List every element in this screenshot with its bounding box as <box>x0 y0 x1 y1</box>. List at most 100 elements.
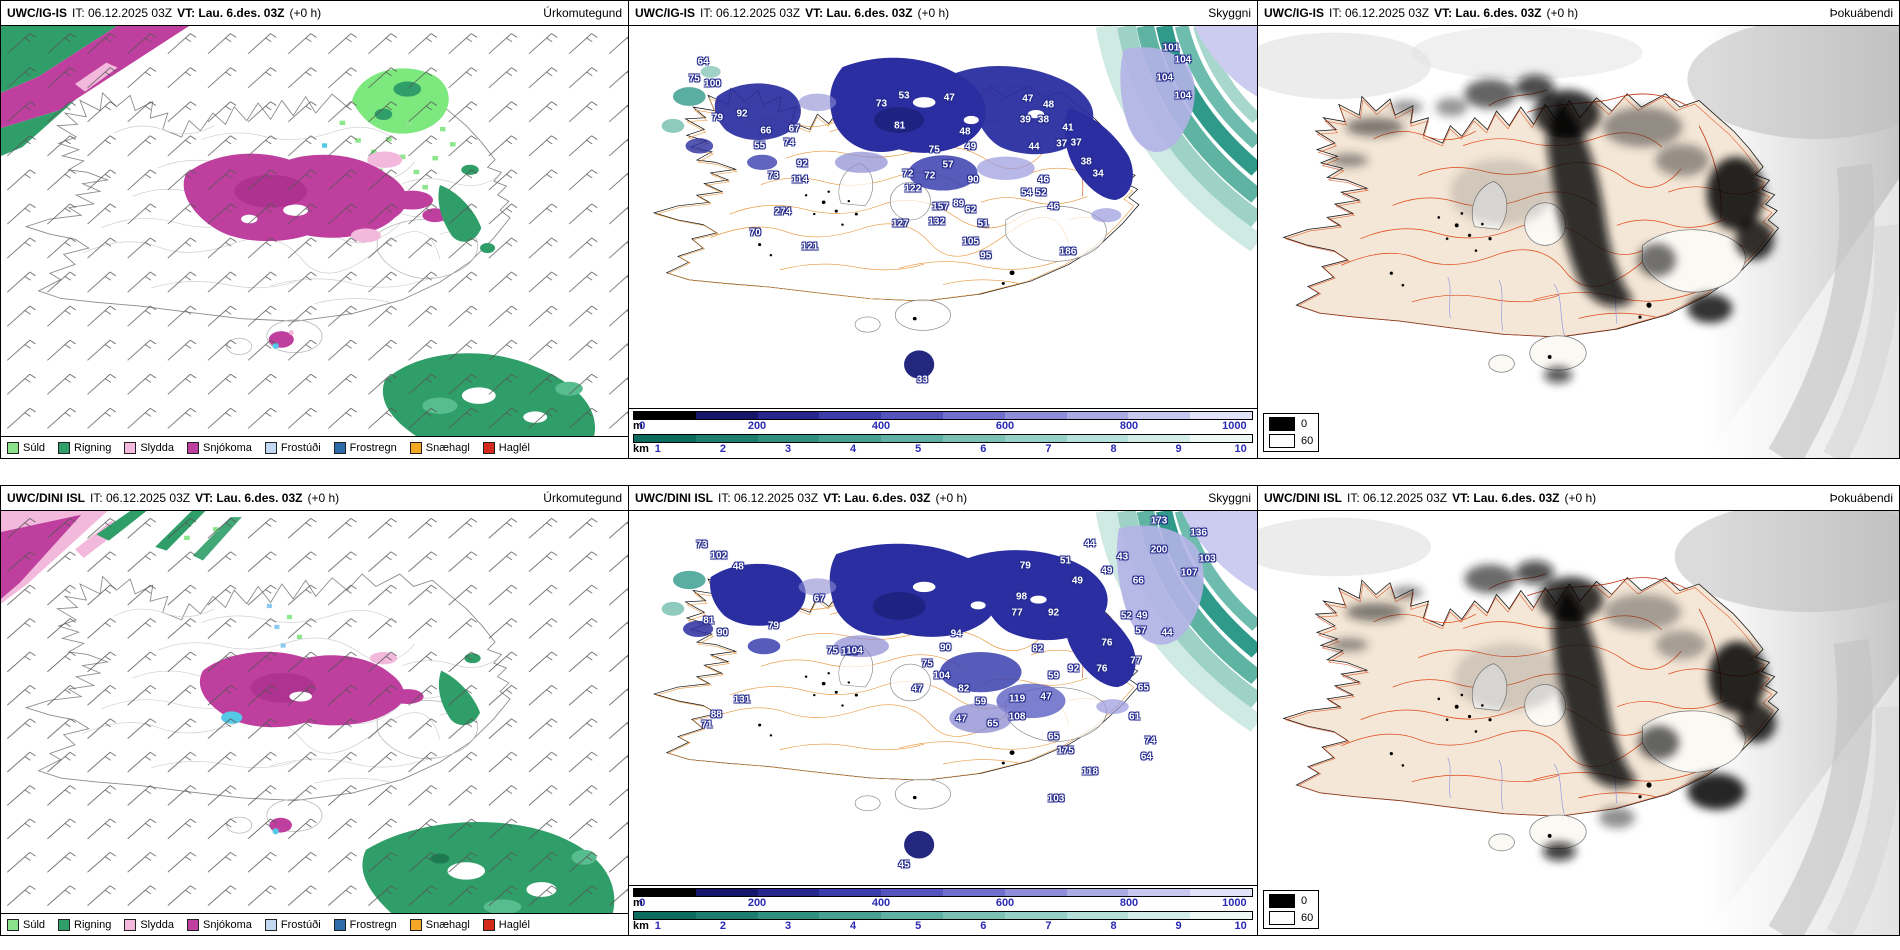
legend-swatch <box>124 441 137 454</box>
scale-tick: 3 <box>784 443 792 455</box>
fog-legend-value: 0 <box>1301 418 1308 430</box>
fog-areas <box>1329 75 1775 383</box>
valid-time: VT: Lau. 6.des. 03Z <box>177 6 285 20</box>
fog-legend-row: 60 <box>1269 911 1313 925</box>
panel-header: UWC/DINI ISL IT: 06.12.2025 03Z VT: Lau.… <box>1258 486 1899 511</box>
legend-swatch <box>333 441 346 454</box>
legend-label: Slydda <box>140 918 174 931</box>
scale-tick: 2 <box>719 443 726 455</box>
legend-label: Súld <box>23 441 46 454</box>
scale-segment <box>757 412 820 419</box>
legend-swatch <box>7 918 19 931</box>
high-visibility-field <box>1181 511 1257 592</box>
precip-map-svg <box>1 26 628 436</box>
legend-item: Snæhagl <box>409 918 470 931</box>
legend-item: Snjókoma <box>186 918 252 931</box>
visibility-map-svg <box>653 26 1257 379</box>
scale-unit-label: m <box>633 897 643 909</box>
scale-segment <box>1004 435 1067 442</box>
valid-time: VT: Lau. 6.des. 03Z <box>823 491 931 505</box>
product-label: Úrkomutegund <box>543 491 622 505</box>
panel-header: UWC/IG-IS IT: 06.12.2025 03Z VT: Lau. 6.… <box>629 1 1257 26</box>
low-visibility-spot-south <box>904 830 935 859</box>
scale-tick: 10 <box>1234 443 1247 455</box>
scale-tick: 6 <box>980 443 987 455</box>
low-visibility-areas <box>683 543 1136 859</box>
scale-tick: 10 <box>1234 920 1247 932</box>
scale-segment <box>819 889 882 896</box>
scale-kilometers: km 1 2 3 4 5 6 7 8 9 10 <box>633 434 1253 456</box>
fog-legend-swatch <box>1269 894 1295 908</box>
legend-swatch <box>264 441 277 454</box>
precipitation-type-map <box>1 511 628 913</box>
scale-bar <box>633 434 1253 443</box>
scale-ticks: m 0 200 400 600 800 1000 <box>633 897 1253 910</box>
legend-item: Snæhagl <box>409 441 470 454</box>
legend-item: Haglél <box>482 441 530 454</box>
scale-tick: 0 <box>639 897 646 909</box>
scale-tick: 2 <box>719 920 726 932</box>
scale-segment <box>757 889 820 896</box>
panel-precip-uwc-dini-isl: UWC/DINI ISL IT: 06.12.2025 03Z VT: Lau.… <box>0 485 629 936</box>
init-time: IT: 06.12.2025 03Z <box>1329 6 1430 20</box>
legend-label: Rigning <box>74 441 112 454</box>
model-name: UWC/DINI ISL <box>635 491 713 505</box>
fog-map-svg <box>1258 26 1899 458</box>
model-name: UWC/DINI ISL <box>1264 491 1342 505</box>
legend-label: Súld <box>23 918 46 931</box>
time-offset: (+0 h) <box>1564 491 1597 505</box>
legend-swatch <box>7 441 19 454</box>
scale-tick: 400 <box>871 897 891 909</box>
scale-segment <box>1066 412 1129 419</box>
model-name: UWC/IG-IS <box>7 6 67 20</box>
panel-header: UWC/DINI ISL IT: 06.12.2025 03Z VT: Lau.… <box>1 486 628 511</box>
scale-tick: 4 <box>850 920 857 932</box>
scale-tick: 4 <box>850 443 857 455</box>
scale-segment <box>634 912 696 919</box>
scale-segment <box>634 435 696 442</box>
scale-bar <box>633 888 1253 897</box>
scale-segment <box>1004 412 1067 419</box>
legend-item: Haglél <box>482 918 530 931</box>
scale-tick: 9 <box>1175 443 1182 455</box>
scale-tick: 8 <box>1110 443 1117 455</box>
legend-swatch <box>333 918 346 931</box>
time-offset: (+0 h) <box>935 491 968 505</box>
fog-legend: 0 60 <box>1263 890 1320 929</box>
legend-item: Rigning <box>58 441 112 454</box>
scale-segment <box>1190 912 1252 919</box>
product-label: Þokuábendi <box>1829 491 1893 505</box>
fog-legend-value: 60 <box>1301 912 1314 924</box>
scale-tick: 1000 <box>1222 897 1247 909</box>
scale-segment <box>1190 435 1252 442</box>
fog-legend-row: 0 <box>1269 417 1313 431</box>
init-time: IT: 06.12.2025 03Z <box>1347 491 1448 505</box>
panel-precip-uwc-ig-is: UWC/IG-IS IT: 06.12.2025 03Z VT: Lau. 6.… <box>0 0 629 459</box>
scale-segment <box>757 912 820 919</box>
legend-swatch <box>186 441 199 454</box>
time-offset: (+0 h) <box>917 6 950 20</box>
scale-segment <box>634 412 696 419</box>
scale-segment <box>1066 435 1129 442</box>
scale-segment <box>881 412 943 419</box>
scale-segment <box>1004 912 1067 919</box>
legend-label: Snæhagl <box>425 918 470 931</box>
legend-item: Súld <box>7 918 46 931</box>
legend-label: Frostúði <box>280 441 321 454</box>
scale-segment <box>1128 435 1191 442</box>
product-label: Skyggni <box>1208 491 1251 505</box>
precipitation-type-map <box>1 26 628 436</box>
scale-segment <box>1128 889 1191 896</box>
precip-legend: Súld Rigning Slydda Snjókoma Frostúði Frostre… <box>1 913 628 935</box>
scale-segment <box>1004 889 1067 896</box>
scale-tick: 7 <box>1045 443 1052 455</box>
scale-tick: 800 <box>1119 420 1139 432</box>
low-visibility-spot-south <box>904 350 935 379</box>
high-visibility-field <box>1194 26 1257 97</box>
visibility-map-svg <box>653 511 1257 859</box>
init-time: IT: 06.12.2025 03Z <box>72 6 173 20</box>
panel-header: UWC/IG-IS IT: 06.12.2025 03Z VT: Lau. 6.… <box>1258 1 1899 26</box>
scale-segment <box>942 435 1005 442</box>
visibility-map: 73 102 48 67 81 79 90 105 75 104 131 88 71 79 98 77 92 82… <box>629 511 1257 885</box>
scale-tick: 9 <box>1175 920 1182 932</box>
